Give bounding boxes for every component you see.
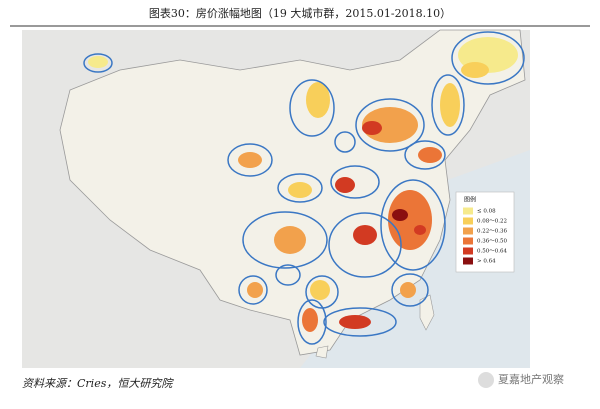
legend-label: 0.50～0.64 xyxy=(477,249,507,255)
regions xyxy=(88,37,518,332)
legend-title: 图例 xyxy=(464,196,476,204)
map: 图例 ≤ 0.08 0.08～0.22 0.22～0.36 0.36～0.50 0.50… xyxy=(22,29,530,368)
legend: 图例 ≤ 0.08 0.08～0.22 0.22～0.36 0.36～0.50 0.50… xyxy=(455,191,515,273)
hainan xyxy=(315,345,329,359)
taiwan xyxy=(419,294,435,331)
legend-label: 0.22～0.36 xyxy=(477,229,507,235)
legend-items: ≤ 0.08 0.08～0.22 0.22～0.36 0.36～0.50 0.50～0.… xyxy=(463,207,507,265)
legend-swatch xyxy=(463,237,473,245)
legend-label: 0.36～0.50 xyxy=(477,239,507,245)
watermark-icon xyxy=(478,372,494,388)
legend-label: 0.08～0.22 xyxy=(477,219,507,225)
title: 图表30：房价涨幅地图（19 大城市群，2015.01-2018.10） xyxy=(149,6,451,20)
source: 资料来源：Cries，恒大研究院 xyxy=(22,377,174,390)
legend-swatch xyxy=(463,227,473,235)
region-circles xyxy=(83,31,525,345)
watermark: 夏嘉地产观察 xyxy=(498,372,564,386)
legend-label: > 0.64 xyxy=(477,259,496,265)
legend-label: ≤ 0.08 xyxy=(477,209,496,215)
legend-swatch xyxy=(463,257,473,265)
legend-swatch xyxy=(463,217,473,225)
legend-swatch xyxy=(463,207,473,215)
legend-swatch xyxy=(463,247,473,255)
